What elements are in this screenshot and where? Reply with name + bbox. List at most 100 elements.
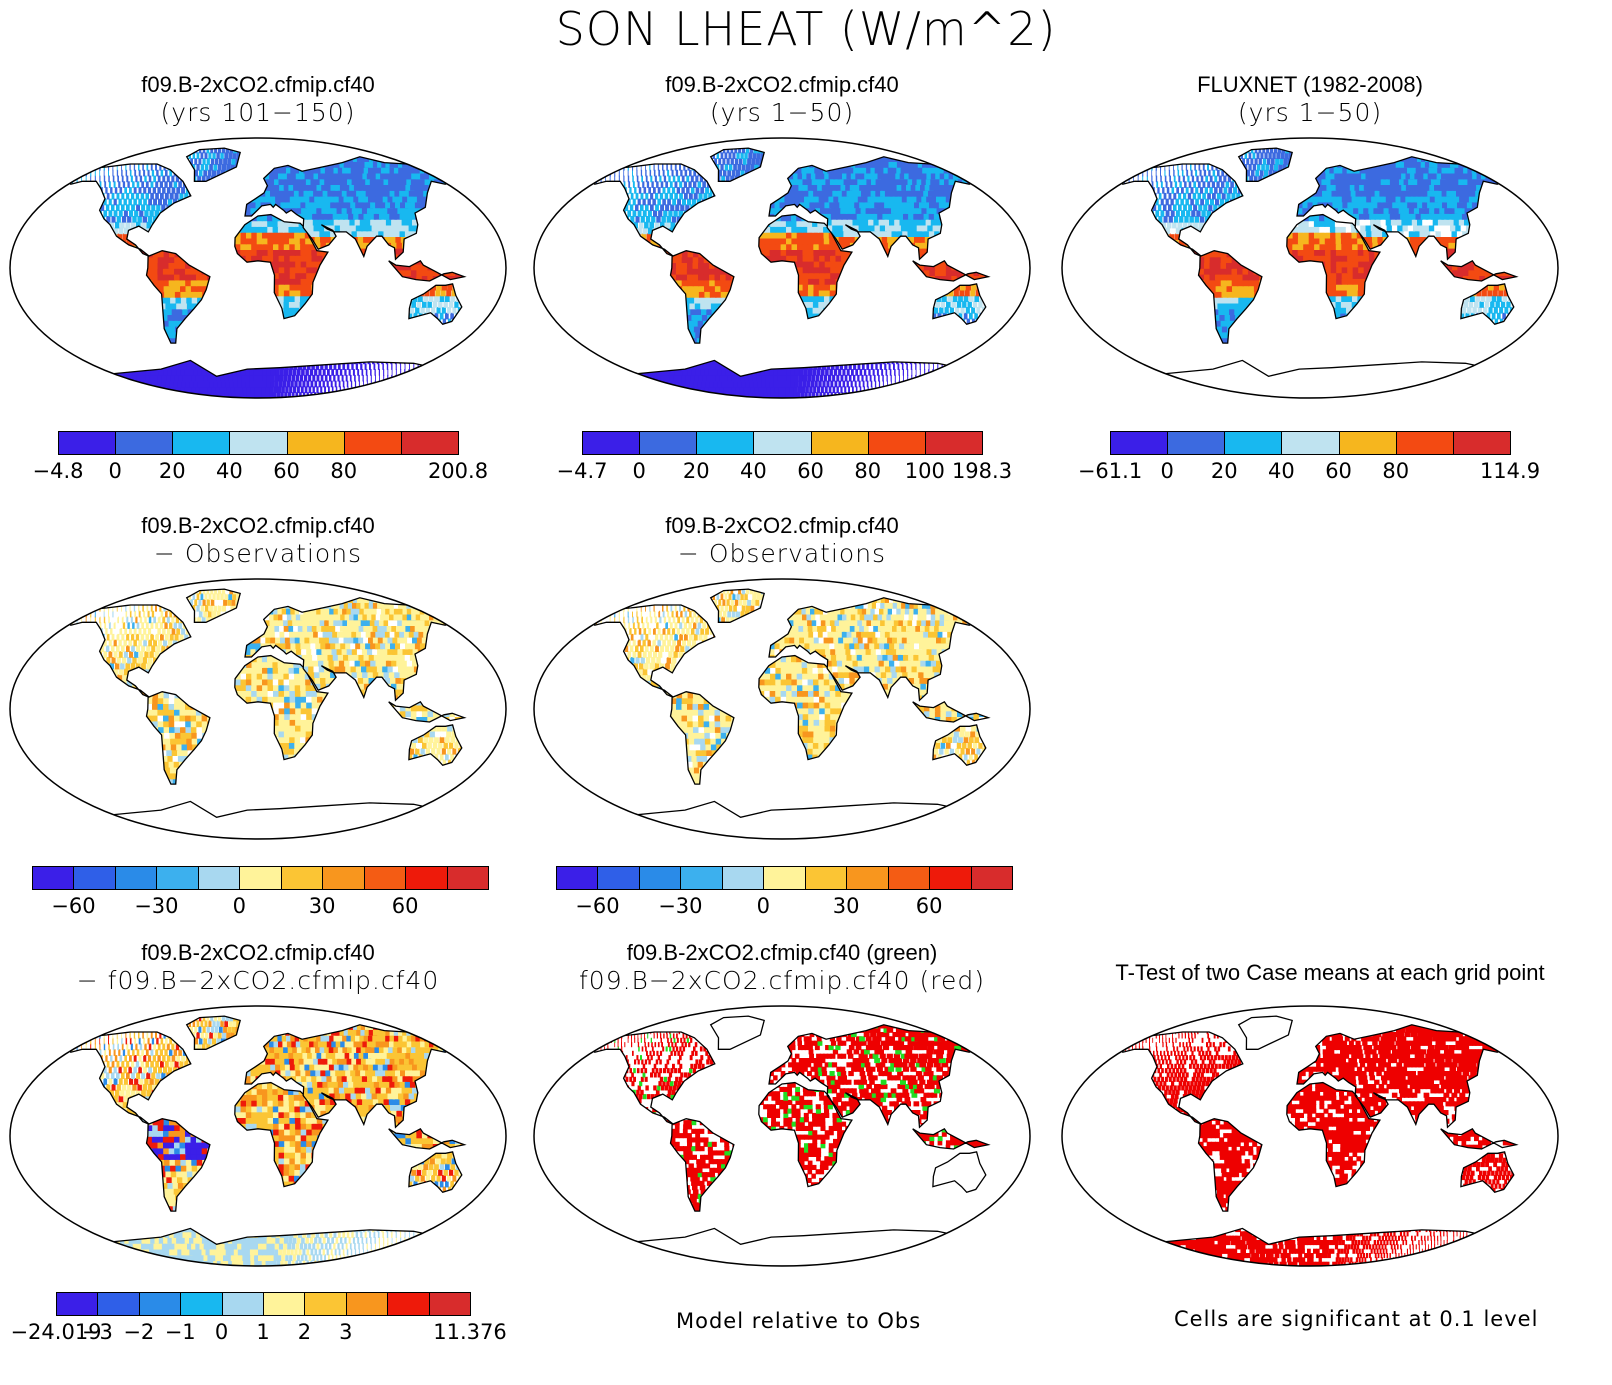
colorbar-tick-label: −60 [51,894,96,918]
colorbar-swatch [556,866,599,890]
colorbar-swatch [263,1292,306,1316]
colorbar-tick-label: −30 [134,894,179,918]
colorbar-swatch [229,431,288,455]
colorbar-swatch [1452,431,1511,455]
continent-samerica [1198,250,1262,344]
continent-eurasia [1297,1024,1508,1128]
coastline-indonesia [388,700,467,723]
continent-namerica [69,1032,191,1125]
colorbar-swatch [197,866,241,890]
coastline-samerica [1197,1118,1263,1212]
map-border [9,578,507,840]
coastline-australia [932,283,987,326]
coastline-australia [408,283,463,326]
coastline-indonesia [912,1127,991,1150]
colorbar-swatch [639,431,698,455]
coastline-greenland [185,147,241,182]
colorbar-swatch [73,866,116,890]
colorbar-tick-label: −24.019 [10,1320,102,1344]
coastline-samerica [669,250,735,344]
colorbar-tick-label: 11.376 [433,1320,507,1344]
colorbar-swatch [597,866,640,890]
map-border [533,1005,1031,1267]
colorbar-swatch [582,431,641,455]
coastline-indonesia [1440,259,1519,282]
colorbar-tick-label: 40 [740,459,767,483]
coastline-namerica [1121,163,1244,257]
coastline-eurasia [244,156,457,261]
coastline-antarctica [583,800,967,839]
coastline-eurasia [768,1024,981,1129]
colorbar-swatch [180,1292,223,1316]
colorbar-tick-label: 114.9 [1479,459,1541,483]
colorbar-tick-label: 100 [904,459,945,483]
panel-title-line1: f09.B-2xCO2.cfmip.cf40 (green) [626,940,938,965]
world-map [533,1005,1031,1267]
colorbar-swatch [638,866,682,890]
map-border [533,137,1031,399]
colorbar-tick-label: 60 [915,894,943,918]
colorbar: −61.1 0 20 40 60 80 114.9 [1078,431,1540,487]
colorbar: −24.019 −3 −2 −1 0 1 2 3 11.376 [10,1292,507,1348]
continent-samerica [670,1118,734,1212]
colorbar-tick-label: −1 [164,1320,196,1344]
colorbar-tick-label: 60 [391,894,419,918]
panel-title-line1: f09.B-2xCO2.cfmip.cf40 [141,513,375,538]
colorbar-swatch [345,1292,389,1316]
coastline-namerica [593,163,716,257]
colorbar-tick-label: 0 [632,459,646,483]
colorbar-tick-label: 0 [756,894,770,918]
coastline-eurasia [768,597,981,702]
coastline-antarctica [59,800,443,839]
colorbar-swatch [887,866,931,890]
continent-antarctica [59,1228,442,1266]
colorbar-tick-label: 2 [297,1320,312,1344]
colorbar-tick-label: 40 [1268,459,1295,483]
coastline-samerica [145,1118,211,1212]
coastline-antarctica [1111,359,1495,398]
colorbar-tick-label: 80 [854,459,882,483]
continent-greenland [1238,148,1293,182]
coastline-namerica [593,1031,716,1125]
colorbar-tick-label: 0 [108,459,122,483]
colorbar-swatch [286,431,345,455]
coastline-namerica [69,163,192,257]
continent-namerica [69,605,191,698]
continent-antarctica [1111,1228,1494,1266]
colorbar-swatch [304,1292,347,1316]
coastline-indonesia [1440,1127,1519,1150]
map-border [9,1005,507,1267]
colorbar-swatch [1110,431,1169,455]
continent-greenland [710,148,765,182]
colorbar-swatch [846,866,889,890]
colorbar-tick-label: −30 [658,894,703,918]
colorbar-swatch [680,866,723,890]
colorbar-swatch [867,431,926,455]
coastline-namerica [69,1031,192,1125]
world-map [9,578,507,840]
continent-greenland [186,1016,241,1050]
colorbar-swatch [1338,431,1397,455]
colorbar-swatch [32,866,75,890]
colorbar-tick-label: 40 [216,459,243,483]
coastline-australia [408,724,463,767]
colorbar-swatch [115,431,174,455]
colorbar: −60 −30 0 30 60 [556,866,1013,922]
colorbar-tick-label: 30 [832,894,860,918]
world-map [1061,137,1559,399]
panel-title-line2: (yrs 1−50) [709,98,855,127]
colorbar-tick-label: 20 [158,459,186,483]
coastline-eurasia [244,597,457,702]
colorbar-swatch [1224,431,1283,455]
coastline-africa [1286,1081,1381,1188]
panel-note: Model relative to Obs [676,1309,922,1333]
colorbar-tick-label: −61.1 [1077,459,1143,483]
coastline-greenland [709,588,765,623]
coastline-eurasia [244,1024,457,1129]
colorbar-swatch [114,866,158,890]
colorbar-tick-label: 1 [256,1320,270,1344]
panel-title-line1: f09.B-2xCO2.cfmip.cf40 [665,72,899,97]
world-map [1061,1005,1559,1267]
continent-samerica [146,250,210,344]
colorbar-tick-label: −3 [81,1320,113,1344]
